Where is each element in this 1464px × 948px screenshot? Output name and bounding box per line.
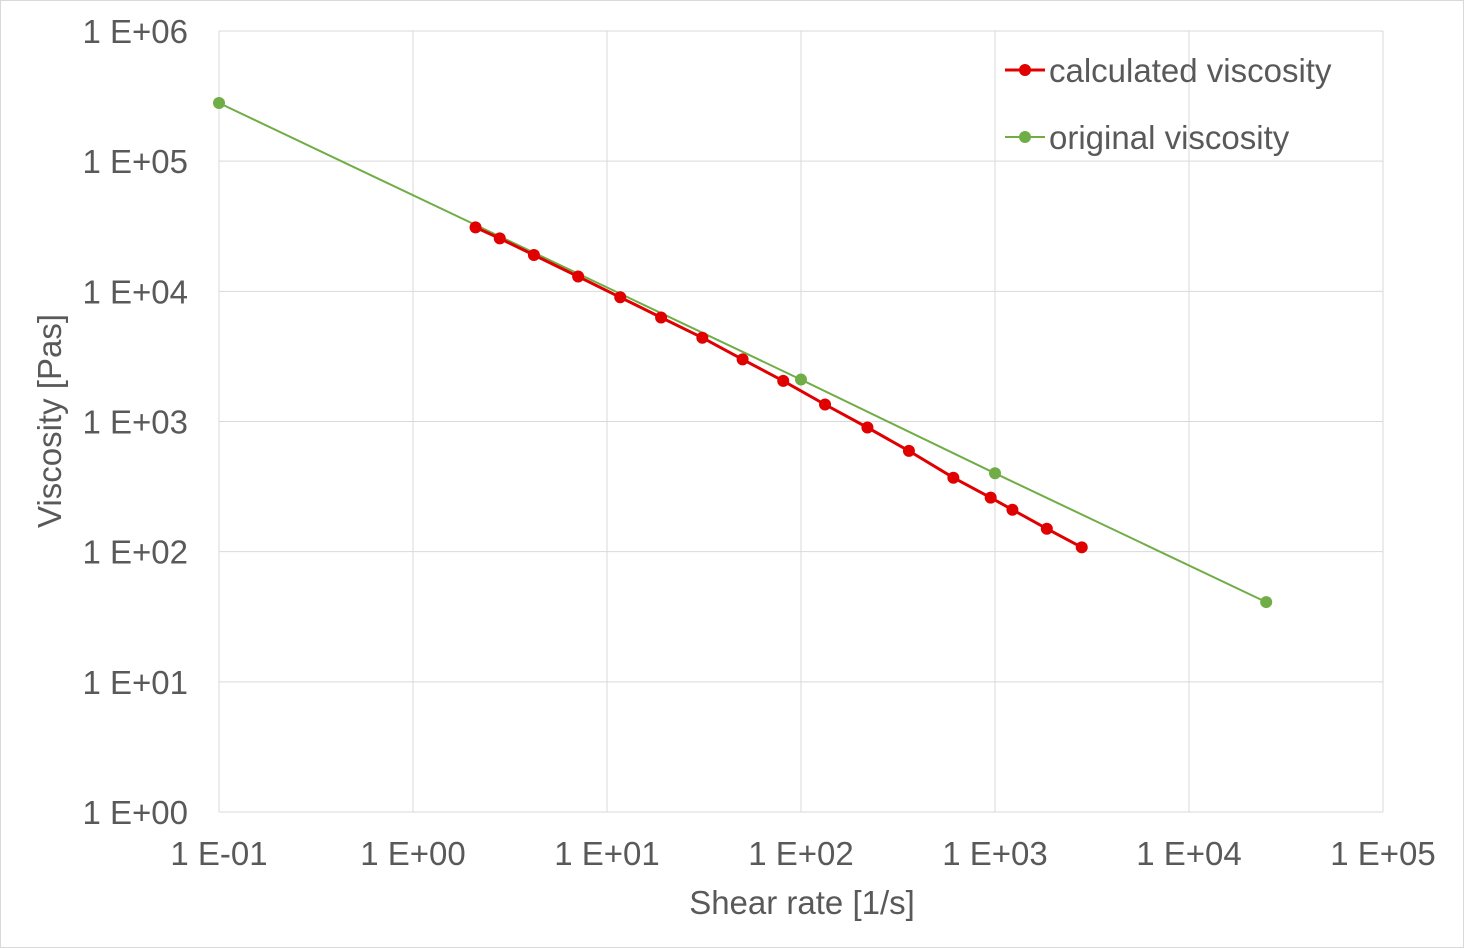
data-point [469,221,482,234]
data-point [989,467,1001,480]
y-tick-label: 1 E+00 [82,794,188,831]
data-point [655,311,668,324]
data-point [902,444,915,457]
y-axis-title: Viscosity [Pas] [31,314,68,528]
data-point [614,291,627,304]
legend-item-calculated-viscosity: calculated viscosity [1005,52,1332,89]
data-point [984,491,997,504]
legend-marker [1019,131,1031,143]
data-point [947,471,960,484]
x-tick-label: 1 E-01 [170,835,267,872]
data-point [213,96,225,109]
x-tick-label: 1 E+01 [554,835,660,872]
tick-labels: 1 E-01 1 E+00 1 E+01 1 E+02 1 E+03 1 E+04 1 E+… [82,13,1435,872]
y-tick-label: 1 E+06 [82,13,188,50]
data-point [736,353,749,366]
legend-marker [1019,64,1031,76]
data-point [819,398,832,411]
data-point [527,249,540,262]
x-tick-label: 1 E+04 [1136,835,1242,872]
y-tick-label: 1 E+05 [82,143,188,180]
x-tick-label: 1 E+00 [360,835,466,872]
x-axis-title: Shear rate [1/s] [689,884,915,921]
data-point [777,374,790,387]
series-line [218,102,1267,604]
data-point [1040,522,1053,535]
x-tick-label: 1 E+05 [1330,835,1436,872]
data-point [572,270,585,283]
series-calculated-viscosity [469,221,1088,554]
series-original-viscosity [213,96,1273,609]
legend-label: original viscosity [1049,119,1290,156]
x-tick-label: 1 E+03 [942,835,1048,872]
legend: calculated viscosity original viscosity [1005,52,1332,156]
data-point [795,373,807,386]
legend-item-original-viscosity: original viscosity [1005,119,1290,156]
x-tick-label: 1 E+02 [748,835,854,872]
y-tick-label: 1 E+01 [82,664,188,701]
data-point [861,421,874,434]
grid-lines [218,30,1384,813]
data-point [696,331,709,344]
data-point [1006,503,1019,516]
series-layer [213,96,1273,609]
data-point [493,232,506,245]
data-point [1075,541,1088,554]
legend-label: calculated viscosity [1049,52,1332,89]
y-tick-label: 1 E+03 [82,404,188,441]
y-tick-label: 1 E+04 [82,273,188,310]
y-tick-label: 1 E+02 [82,534,188,571]
data-point [1260,596,1273,609]
